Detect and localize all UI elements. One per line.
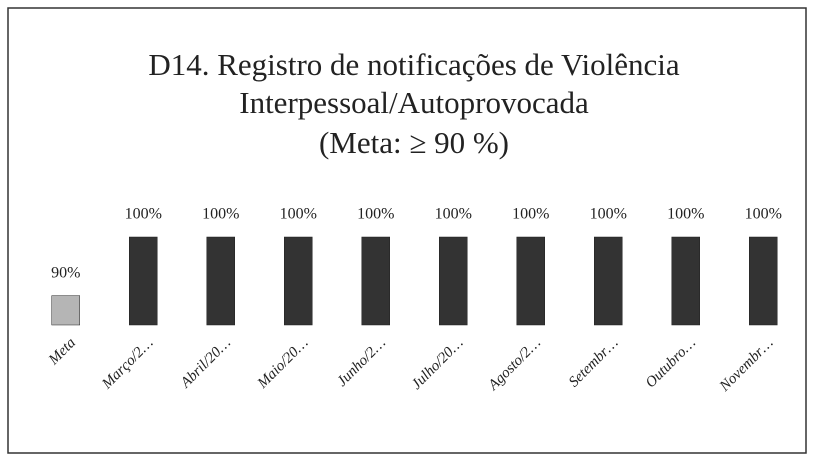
bar: [206, 236, 235, 326]
bar: [594, 236, 623, 326]
data-label: 100%: [125, 206, 162, 223]
bar: [129, 236, 158, 326]
bar: [516, 236, 545, 326]
bar: [439, 236, 468, 326]
data-label: 100%: [667, 206, 704, 223]
data-label: 100%: [435, 206, 472, 223]
data-label: 100%: [202, 206, 239, 223]
bar: [671, 236, 700, 326]
data-label: 100%: [280, 206, 317, 223]
bar: [284, 236, 313, 326]
bar: [749, 236, 778, 326]
chart-border: [7, 7, 807, 454]
bar: [51, 295, 80, 326]
chart-title: D14. Registro de notificações de Violênc…: [148, 47, 680, 82]
data-label: 90%: [51, 264, 80, 281]
data-label: 100%: [357, 206, 394, 223]
bar: [361, 236, 390, 326]
chart-title: (Meta: ≥ 90 %): [319, 125, 509, 160]
data-label: 100%: [590, 206, 627, 223]
chart-title: Interpessoal/Autoprovocada: [239, 85, 589, 120]
data-label: 100%: [512, 206, 549, 223]
data-label: 100%: [745, 206, 782, 223]
